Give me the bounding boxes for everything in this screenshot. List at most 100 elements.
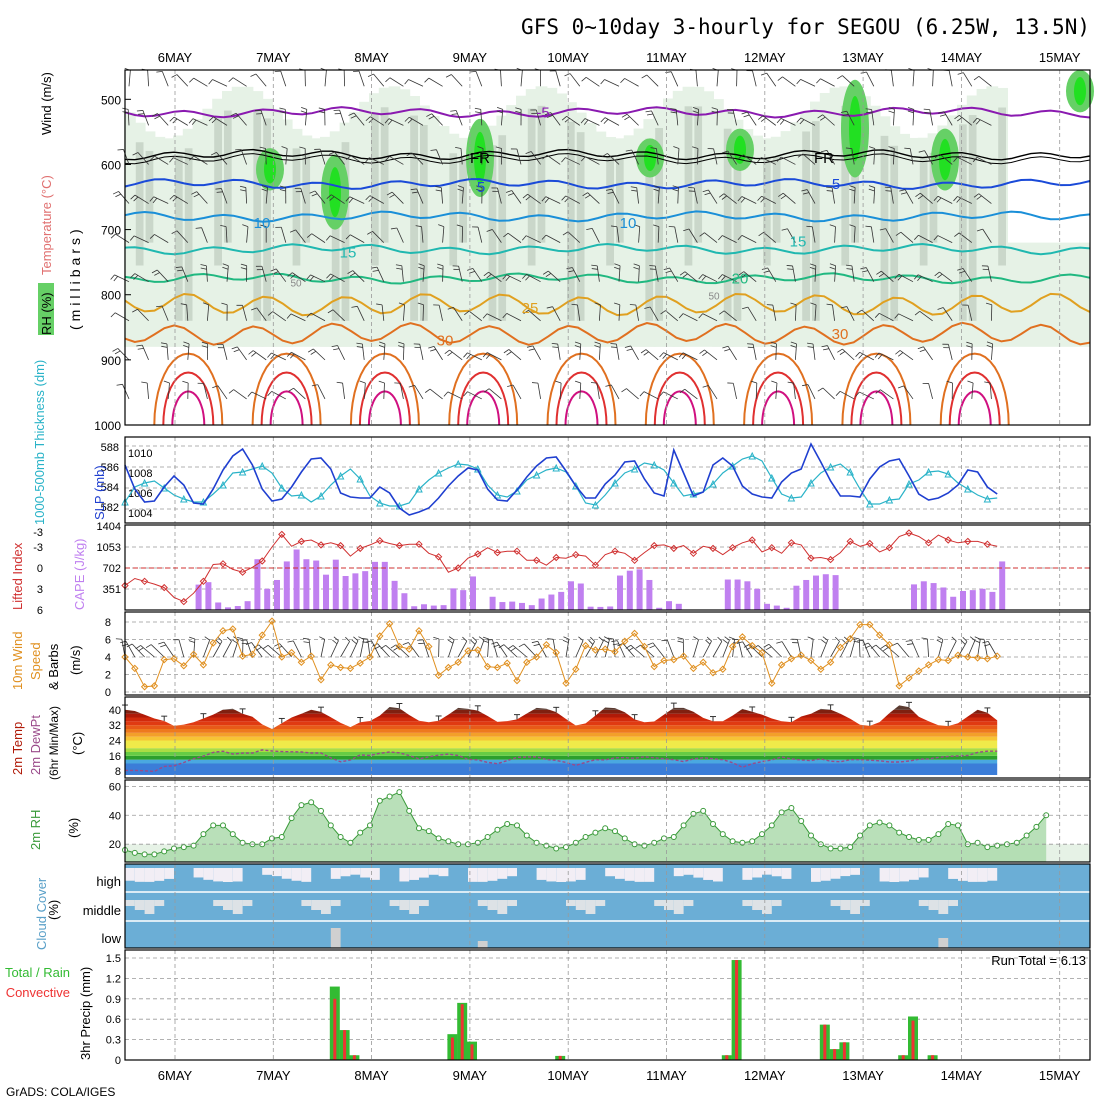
thickness-point (258, 461, 267, 470)
wind-barb (134, 194, 149, 204)
wind-barb-flag (904, 147, 911, 150)
rh-saturated-region (474, 131, 486, 184)
isotherm-warm-arc (644, 352, 715, 426)
cloud-cell-high (350, 868, 361, 875)
wind-speed-point (405, 645, 413, 653)
wind-barb (537, 641, 547, 658)
wind-barb-flag (303, 641, 310, 644)
thickness-point (317, 491, 325, 500)
rh-shade (606, 156, 614, 266)
wind-barb (507, 232, 522, 243)
wind-barb-flag (692, 107, 699, 110)
wind-barb-flag (897, 352, 904, 357)
slp-line (124, 442, 998, 516)
wind-barb (324, 70, 327, 87)
wind-barb-flag (531, 382, 539, 384)
axis-tick-label: 20 (109, 839, 121, 851)
isotherm-line (124, 242, 1091, 256)
cloud-cell-high (634, 868, 645, 882)
axis-tick-label: 800 (101, 289, 121, 303)
wind-speed-point (738, 633, 747, 641)
wind-barb-flag (796, 117, 802, 123)
precip-convective-bar (823, 1024, 827, 1060)
wind-speed-point (523, 658, 531, 666)
wind-barb-flag (115, 193, 121, 198)
wind-barb (115, 233, 130, 243)
wind-barb (826, 150, 835, 165)
wind-barb (550, 112, 561, 126)
thickness-point (179, 494, 188, 503)
wind-barb-flag (982, 640, 989, 644)
wind-barb-flag (914, 235, 919, 240)
wind-barb-flag (547, 114, 553, 118)
wind-barb-flag (760, 72, 767, 76)
wind-barb-flag (564, 73, 571, 77)
wind-speed-point (601, 645, 609, 653)
cloud-cell-middle (840, 900, 851, 910)
rh-shade (292, 148, 301, 266)
wind-barb-flag (874, 352, 880, 358)
wind-barb-flag (485, 353, 491, 359)
rh-shade (163, 138, 175, 347)
isotherm-line (124, 178, 1091, 190)
wind-barb-flag (888, 146, 895, 149)
wind-barb-flag (260, 224, 267, 228)
cape-bar (450, 588, 457, 610)
wind-barb-flag (614, 263, 621, 267)
axis-tick-label: 702 (103, 563, 121, 575)
wind-barb (512, 384, 522, 400)
wind-barb (422, 304, 424, 321)
rh2m-point (190, 842, 197, 849)
wind-barb (279, 643, 292, 658)
wind-barb-flag (705, 639, 711, 645)
cloud-row-label: high (96, 874, 121, 889)
rh2m-point (661, 835, 667, 842)
wind-barb (596, 265, 600, 282)
wind-barb-flag (829, 263, 836, 267)
wind-barb (291, 272, 306, 283)
wind-barb (350, 155, 365, 165)
rh2m-point (837, 845, 844, 852)
lifted-index-point (395, 541, 404, 550)
wind-barb-flag (598, 636, 604, 642)
wind-barb (163, 641, 175, 658)
wind-barb (295, 229, 306, 243)
wind-barb-flag (309, 190, 316, 194)
wind-barb-flag (722, 150, 728, 154)
wind-barb (682, 352, 698, 361)
wind-barb (537, 383, 541, 400)
wind-barb (832, 304, 835, 321)
wind-barb-flag (365, 195, 371, 201)
thickness-point (630, 464, 639, 473)
wind-barb (890, 70, 894, 87)
axis-tick-label: 0.9 (106, 994, 121, 1006)
wind-barb-flag (138, 113, 145, 115)
wind-barb-flag (193, 193, 200, 198)
wind-barb-flag (528, 348, 535, 351)
wind-barb-flag (464, 310, 470, 316)
wind-barb-flag (846, 268, 853, 270)
wind-barb (663, 352, 678, 361)
rh2m-point (533, 839, 540, 846)
wind-barb (702, 313, 718, 322)
wind-barb (575, 640, 584, 658)
precip-convective-bar (833, 1049, 837, 1060)
wind-barb-flag (318, 107, 325, 110)
axis-tick-label: 24 (109, 736, 121, 748)
wind-barb-flag (620, 78, 625, 84)
wind-speed-point (160, 655, 168, 664)
axis-tick-label: 8 (105, 617, 111, 629)
wind-barb-flag (790, 341, 797, 345)
cloud-cell-high (203, 868, 214, 880)
wind-barb-flag (290, 274, 296, 279)
wind-barb-flag (653, 185, 660, 188)
wind-barb (865, 267, 875, 282)
wind-barb-flag (921, 637, 928, 640)
isotherm-warm-arc (546, 352, 617, 426)
wind-barb (118, 191, 130, 204)
rh-shade (594, 131, 607, 347)
wind-barb (622, 643, 635, 658)
isotherm-warm-arc (260, 371, 313, 426)
wind-barb-flag (474, 107, 481, 110)
wind-barb (875, 644, 890, 658)
